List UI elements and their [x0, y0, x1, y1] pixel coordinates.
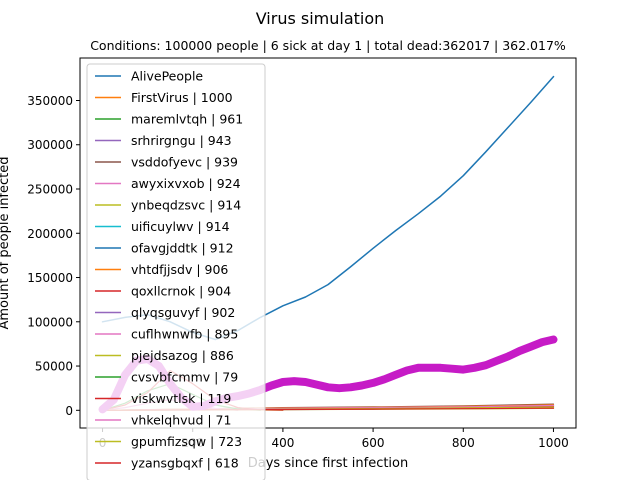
legend-label: srhrirgngu | 943: [131, 133, 232, 148]
legend-label: qoxllcrnok | 904: [131, 284, 231, 299]
x-tick-label: 1000: [538, 436, 569, 450]
y-tick-label: 200000: [27, 227, 73, 241]
legend-label: maremlvtqh | 961: [131, 112, 243, 127]
x-tick-label: 800: [452, 436, 475, 450]
legend-label: gpumfizsqw | 723: [131, 434, 242, 449]
suptitle: Virus simulation: [256, 9, 385, 28]
y-tick-label: 100000: [27, 315, 73, 329]
plot-frame: [79, 57, 577, 429]
legend-label: FirstVirus | 1000: [131, 90, 233, 105]
y-tick-label: 300000: [27, 138, 73, 152]
legend-label: viskwvtlsk | 119: [131, 391, 231, 406]
legend-label: uificuylwv | 914: [131, 219, 230, 234]
legend-label: awyxixvxob | 924: [131, 176, 241, 191]
y-tick-label: 250000: [27, 183, 73, 197]
legend-label: vhtdfjjsdv | 906: [131, 262, 228, 277]
x-axis-label: Days since first infection: [248, 456, 409, 471]
legend-label: cvsvbfcmmv | 79: [131, 370, 238, 385]
y-tick-label: 150000: [27, 271, 73, 285]
legend-label: vhkelqhvud | 71: [131, 413, 231, 428]
legend-box: [86, 63, 266, 480]
chart-title: Conditions: 100000 people | 6 sick at da…: [90, 38, 566, 53]
legend-label: cuflhwnwfb | 895: [131, 327, 238, 342]
y-tick-label: 0: [65, 404, 73, 418]
legend-label: pjejdsazog | 886: [131, 348, 234, 363]
legend-label: yzansgbqxf | 618: [131, 456, 239, 471]
legend-label: ofavgjddtk | 912: [131, 241, 234, 256]
y-tick-label: 50000: [35, 360, 73, 374]
legend-label: vsddofyevc | 939: [131, 155, 238, 170]
legend: AlivePeople FirstVirus | 1000 maremlvtqh |…: [86, 63, 266, 480]
x-tick-label: 600: [362, 436, 385, 450]
legend-label: qlyqsguvyf | 902: [131, 305, 235, 320]
legend-label: ynbeqdzsvc | 914: [131, 198, 241, 213]
x-tick-label: 400: [271, 436, 294, 450]
y-tick-label: 350000: [27, 94, 73, 108]
legend-label: AlivePeople: [131, 69, 203, 84]
y-axis-label: Amount of people infected: [0, 157, 12, 330]
